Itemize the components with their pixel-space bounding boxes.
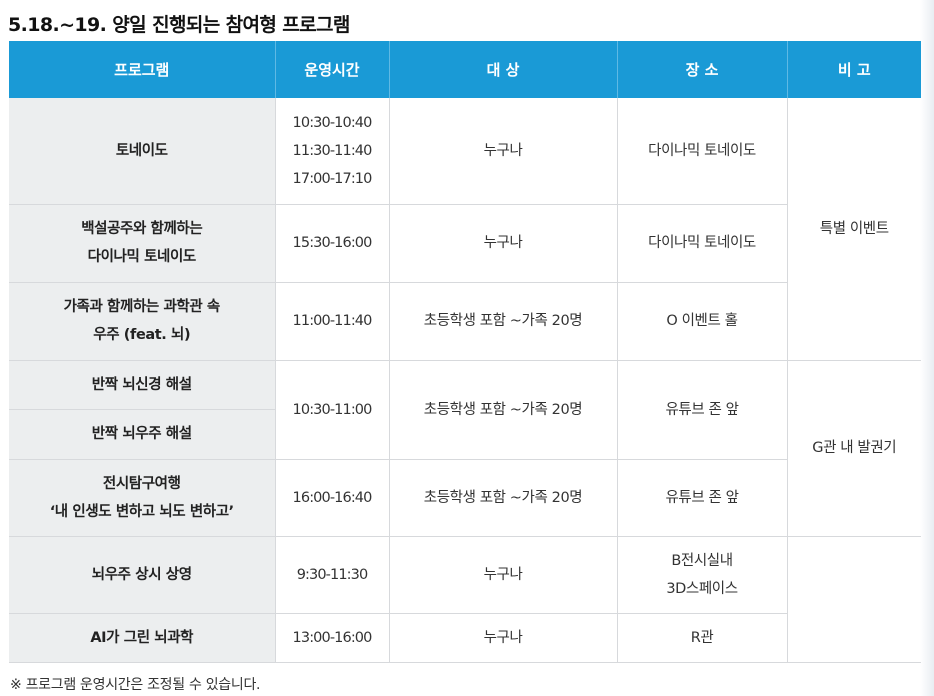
program-name: 다이나믹 토네이도 <box>87 249 197 265</box>
time-value: 10:30-11:00 <box>292 401 373 418</box>
time-value: 11:30-11:40 <box>292 142 373 159</box>
place-name: R관 <box>690 629 714 646</box>
program-name: ‘내 인생도 변하고 뇌도 변하고’ <box>49 503 234 520</box>
note-cell-special-event: 특별 이벤트 <box>786 98 921 361</box>
table-header-row: 프로그램 운영시간 대 상 장 소 비 고 <box>9 41 921 98</box>
time-cell: 10:30-10:40 11:30-11:40 17:00-17:10 <box>274 98 389 205</box>
time-cell: 16:00-16:40 <box>274 459 389 537</box>
time-value: 9:30-11:30 <box>296 566 368 583</box>
target-cell: 누구나 <box>388 536 617 614</box>
target-cell: 누구나 <box>388 98 617 205</box>
time-cell: 11:00-11:40 <box>274 282 389 361</box>
program-name: 토네이도 <box>115 142 168 159</box>
header-time: 운영시간 <box>274 41 389 98</box>
program-cell: 백설공주와 함께하는 다이나믹 토네이도 <box>9 204 275 283</box>
header-place: 장 소 <box>616 41 787 98</box>
page-title: 5.18.~19. 양일 진행되는 참여형 프로그램 <box>8 14 350 36</box>
program-cell: 반짝 뇌우주 해설 <box>9 409 275 460</box>
place-cell: 유튜브 존 앞 <box>616 360 787 460</box>
place-name: 유튜브 존 앞 <box>665 489 739 506</box>
note-cell-ticket: G관 내 발권기 <box>786 360 921 537</box>
place-cell: 다이나믹 토네이도 <box>616 204 787 283</box>
place-name: 유튜브 존 앞 <box>665 401 739 418</box>
program-name: 전시탐구여행 <box>102 475 181 492</box>
place-cell: B전시실내 3D스페이스 <box>616 536 787 614</box>
place-cell: 다이나믹 토네이도 <box>616 98 787 205</box>
time-cell: 13:00-16:00 <box>274 613 389 663</box>
program-cell: 반짝 뇌신경 해설 <box>9 360 275 410</box>
place-cell: O 이벤트 홀 <box>616 282 787 361</box>
time-value: 17:00-17:10 <box>292 170 373 187</box>
footnote: ※ 프로그램 운영시간은 조정될 수 있습니다. <box>10 677 261 693</box>
target-cell: 누구나 <box>388 204 617 283</box>
table-row: 가족과 함께하는 과학관 속 우주 (feat. 뇌) 11:00-11:40 … <box>9 282 921 361</box>
program-cell: 뇌우주 상시 상영 <box>9 536 275 614</box>
place-cell: R관 <box>616 613 787 663</box>
target-cell: 초등학생 포함 ~가족 20명 <box>388 360 617 460</box>
target-cell: 초등학생 포함 ~가족 20명 <box>388 282 617 361</box>
time-cell: 15:30-16:00 <box>274 204 389 283</box>
time-value: 16:00-16:40 <box>292 489 373 506</box>
program-name: AI가 그린 뇌과학 <box>90 629 194 646</box>
table-row: 백설공주와 함께하는 다이나믹 토네이도 15:30-16:00 누구나 다이나… <box>9 204 921 283</box>
time-cell: 10:30-11:00 <box>274 360 389 460</box>
table-row: AI가 그린 뇌과학 13:00-16:00 누구나 R관 <box>9 613 921 663</box>
place-name: O 이벤트 홀 <box>666 313 738 329</box>
program-cell: 가족과 함께하는 과학관 속 우주 (feat. 뇌) <box>9 282 275 361</box>
table-row: 전시탐구여행 ‘내 인생도 변하고 뇌도 변하고’ 16:00-16:40 초등… <box>9 459 921 537</box>
program-name: 백설공주와 함께하는 <box>81 221 203 237</box>
header-target: 대 상 <box>388 41 617 98</box>
place-name: B전시실내 <box>671 552 733 569</box>
time-value: 15:30-16:00 <box>292 235 373 251</box>
header-program: 프로그램 <box>9 41 275 98</box>
note-cell-empty <box>786 536 921 663</box>
program-cell: AI가 그린 뇌과학 <box>9 613 275 663</box>
table-row: 반짝 뇌신경 해설 10:30-11:00 초등학생 포함 ~가족 20명 유튜… <box>9 360 921 537</box>
time-cell: 9:30-11:30 <box>274 536 389 614</box>
target-cell: 초등학생 포함 ~가족 20명 <box>388 459 617 537</box>
time-value: 11:00-11:40 <box>292 313 373 329</box>
place-name: 3D스페이스 <box>666 580 738 597</box>
program-cell: 전시탐구여행 ‘내 인생도 변하고 뇌도 변하고’ <box>9 459 275 537</box>
place-name: 다이나믹 토네이도 <box>648 142 756 159</box>
program-name: 반짝 뇌신경 해설 <box>91 376 192 393</box>
time-value: 10:30-10:40 <box>292 114 373 131</box>
time-value: 13:00-16:00 <box>292 629 373 646</box>
table-row: 뇌우주 상시 상영 9:30-11:30 누구나 B전시실내 3D스페이스 <box>9 536 921 663</box>
place-name: 다이나믹 토네이도 <box>648 235 756 251</box>
program-name: 우주 (feat. 뇌) <box>93 327 191 343</box>
program-cell: 토네이도 <box>9 98 275 205</box>
table-row: 토네이도 10:30-10:40 11:30-11:40 17:00-17:10… <box>9 98 921 361</box>
place-cell: 유튜브 존 앞 <box>616 459 787 537</box>
program-name: 가족과 함께하는 과학관 속 <box>63 299 221 315</box>
edge-shadow <box>920 0 934 696</box>
header-note: 비 고 <box>786 41 921 98</box>
program-name: 반짝 뇌우주 해설 <box>91 426 192 442</box>
table-row: 반짝 뇌우주 해설 <box>9 409 921 460</box>
target-cell: 누구나 <box>388 613 617 663</box>
program-name: 뇌우주 상시 상영 <box>91 566 192 583</box>
program-table: 프로그램 운영시간 대 상 장 소 비 고 토네이도 10:30-10:40 1… <box>9 41 921 663</box>
